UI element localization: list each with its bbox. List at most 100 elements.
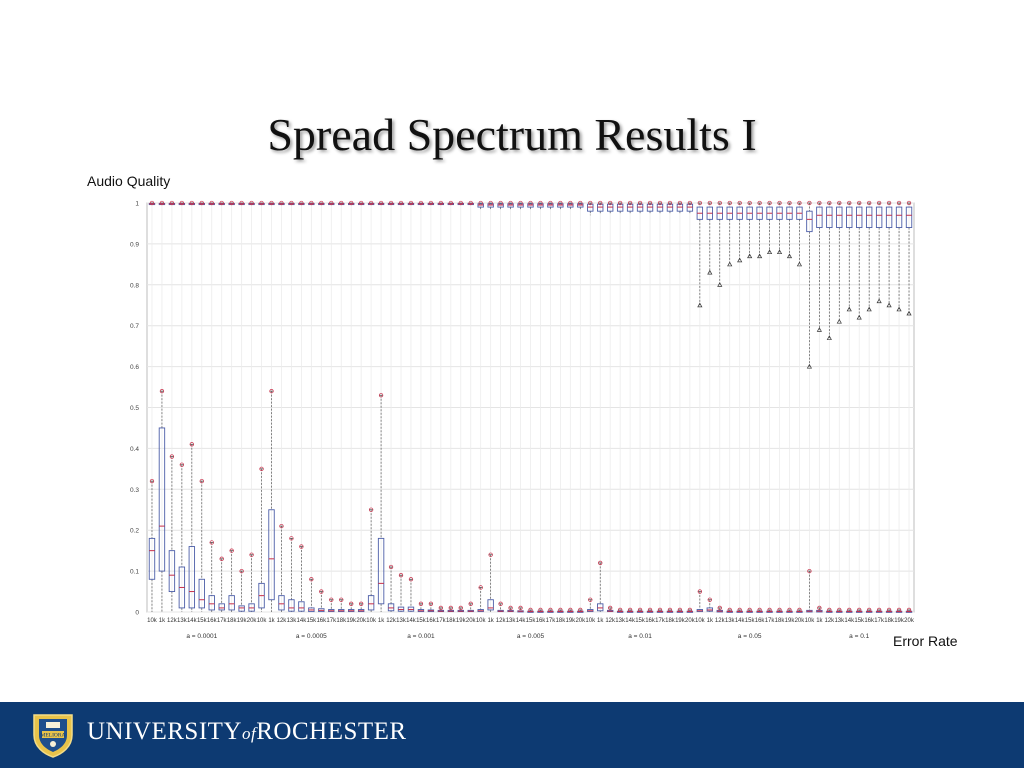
low-series-outlier	[398, 573, 404, 578]
x-tick-label: 18k	[884, 618, 895, 624]
x-tick-label: 13k	[177, 618, 188, 624]
high-series-outlier	[787, 200, 792, 206]
high-series-outlier	[847, 200, 852, 206]
high-series-box	[816, 206, 823, 228]
low-series-outlier	[269, 388, 274, 394]
y-tick-label: 1	[135, 201, 139, 208]
y-tick-label: 0.1	[130, 569, 139, 576]
low-series-outlier	[548, 607, 553, 613]
slide-title: Spread Spectrum Results I	[267, 109, 757, 160]
high-series-outlier	[677, 200, 683, 206]
x-tick-label: 10k	[695, 618, 706, 624]
low-series-outlier	[169, 454, 175, 459]
high-series-outlier	[368, 200, 374, 206]
low-series-outlier	[299, 544, 304, 549]
high-series-outlier	[349, 200, 354, 206]
high-series-outlier	[528, 200, 533, 206]
low-series-outlier	[598, 560, 603, 566]
high-series-outlier	[249, 200, 254, 206]
x-tick-label: 18k	[446, 618, 457, 624]
low-series-outlier	[747, 607, 752, 613]
low-series-outlier	[568, 607, 573, 613]
low-series-outlier	[837, 607, 842, 613]
x-tick-label: 19k	[346, 618, 357, 624]
x-tick-label: 17k	[655, 618, 666, 624]
low-series-box	[148, 537, 156, 580]
y-tick-label: 0.4	[130, 446, 139, 453]
x-tick-label: 16k	[316, 618, 327, 624]
low-series-outlier	[279, 523, 284, 529]
x-tick-label: 20k	[466, 618, 477, 624]
high-series-outlier	[448, 200, 453, 206]
university-wordmark: UNIVERSITYofROCHESTER	[87, 718, 407, 745]
x-tick-label: 1k	[159, 618, 166, 624]
high-series-outlier	[866, 306, 872, 312]
high-series-outlier	[697, 200, 702, 206]
high-series-outlier	[418, 200, 424, 206]
x-tick-label: 16k	[864, 618, 875, 624]
x-tick-label: 15k	[635, 618, 646, 624]
x-tick-label: 10k	[476, 618, 487, 624]
low-series-outlier	[488, 552, 493, 557]
x-tick-label: 13k	[725, 618, 736, 624]
high-series-box	[676, 203, 684, 212]
high-series-box	[905, 206, 913, 228]
x-tick-label: 1k	[487, 618, 494, 624]
low-series-outlier	[787, 607, 792, 613]
low-series-outlier	[249, 552, 254, 557]
x-tick-label: 20k	[356, 618, 367, 624]
y-tick-label: 0.6	[130, 364, 139, 371]
high-series-outlier	[727, 200, 732, 206]
high-series-outlier	[867, 200, 872, 206]
x-tick-label: 16k	[536, 618, 547, 624]
high-series-outlier	[438, 200, 444, 206]
high-series-outlier	[827, 200, 832, 206]
high-series-outlier	[796, 261, 803, 267]
low-series-box	[158, 427, 166, 572]
low-series-box	[198, 578, 205, 609]
low-series-outlier	[687, 607, 693, 613]
high-series-outlier	[488, 200, 493, 206]
high-series-outlier	[717, 200, 722, 206]
x-tick-label: 13k	[506, 618, 517, 624]
x-tick-label: 19k	[566, 618, 577, 624]
high-series-outlier	[697, 302, 703, 308]
high-series-outlier	[219, 200, 224, 206]
high-series-outlier	[856, 314, 862, 320]
low-series-outlier	[637, 607, 643, 613]
low-series-outlier	[657, 607, 663, 613]
y-tick-label: 0	[135, 610, 139, 617]
low-series-outlier	[647, 607, 653, 613]
high-series-box	[616, 203, 624, 212]
x-tick-label: 15k	[745, 618, 756, 624]
low-series-outlier	[518, 605, 523, 611]
x-tick-label: 15k	[307, 618, 318, 624]
x-tick-label: 20k	[575, 618, 586, 624]
high-series-outlier	[309, 200, 314, 206]
high-series-outlier	[558, 200, 563, 206]
high-series-outlier	[598, 200, 603, 206]
y-tick-label: 0.5	[130, 405, 139, 412]
high-series-box	[587, 203, 594, 212]
high-series-outlier	[189, 200, 194, 206]
high-series-outlier	[797, 200, 802, 206]
x-tick-label: 18k	[775, 618, 786, 624]
x-tick-label: 12k	[167, 618, 178, 624]
y-tick-label: 0.7	[130, 323, 139, 330]
svg-text:MELIORA: MELIORA	[40, 733, 65, 739]
low-series-box	[268, 509, 275, 601]
high-series-outlier	[388, 200, 394, 206]
low-series-outlier	[737, 607, 742, 613]
low-series-outlier	[349, 601, 354, 606]
high-series-outlier	[906, 200, 912, 206]
x-tick-label: 15k	[526, 618, 537, 624]
x-tick-label: 17k	[436, 618, 447, 624]
low-series-outlier	[608, 605, 613, 611]
high-series-outlier	[747, 200, 752, 206]
low-series-outlier	[468, 601, 473, 606]
x-tick-label: 19k	[675, 618, 686, 624]
low-series-outlier	[359, 601, 364, 606]
high-series-box	[846, 206, 853, 228]
x-tick-label: 12k	[605, 618, 616, 624]
high-series-outlier	[717, 282, 723, 287]
